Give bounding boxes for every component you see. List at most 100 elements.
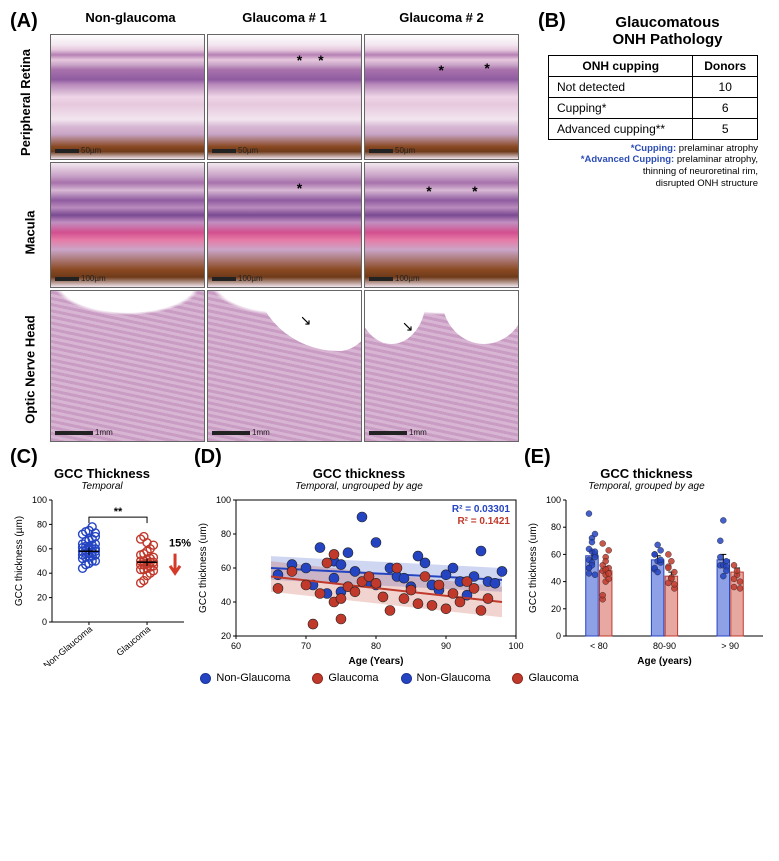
svg-text:40: 40 (551, 577, 561, 587)
footnote-text: prelaminar atrophy (676, 143, 758, 154)
svg-text:80: 80 (37, 519, 47, 529)
td: Advanced cupping** (549, 118, 693, 139)
panel-a-col-headers: Non-glaucoma Glaucoma # 1 Glaucoma # 2 (50, 10, 540, 28)
svg-text:Age (Years): Age (Years) (348, 656, 403, 666)
svg-text:R² = 0.03301: R² = 0.03301 (452, 504, 511, 515)
legend: Non-Glaucoma Glaucoma Non-Glaucoma Glauc… (10, 672, 769, 684)
legend-item: Non-Glaucoma (200, 672, 290, 684)
footnote-text: thinning of neuroretinal rim, (643, 166, 758, 177)
histology-image: 100µm (50, 162, 205, 288)
onh-table: ONH cupping Donors Not detected10 Cuppin… (548, 55, 758, 140)
td: 10 (693, 76, 758, 97)
histology-image: * 100µm (207, 162, 362, 288)
scale-label: 50µm (81, 146, 101, 155)
legend-label: Glaucoma (528, 672, 578, 684)
svg-text:70: 70 (301, 641, 311, 651)
svg-text:80: 80 (551, 522, 561, 532)
panel-e-letter: (E) (524, 446, 551, 469)
svg-text:100: 100 (508, 641, 523, 651)
td: Cupping* (549, 97, 693, 118)
title-line: Glaucomatous (615, 14, 719, 31)
col-header: Glaucoma # 1 (207, 10, 362, 28)
footnote-label: *Cupping: (631, 143, 676, 154)
svg-text:90: 90 (441, 641, 451, 651)
row-label: Macula (23, 210, 38, 254)
svg-text:100: 100 (546, 496, 561, 505)
svg-text:60: 60 (221, 563, 231, 573)
chart-c-svg: 0 20 40 60 80 100 GCC thickness (µm) Non-Glauco… (10, 496, 194, 666)
svg-text:GCC thickness (µm): GCC thickness (µm) (14, 516, 25, 606)
scale-label: 50µm (395, 146, 415, 155)
svg-text:20: 20 (551, 604, 561, 614)
panel-c: (C) GCC Thickness Temporal 020406080100G… (10, 450, 194, 666)
footnote-text: disrupted ONH structure (656, 178, 758, 189)
th: Donors (693, 55, 758, 76)
svg-text:Non-Glaucoma: Non-Glaucoma (41, 624, 94, 666)
svg-text:Age (years): Age (years) (637, 656, 691, 666)
legend-label: Non-Glaucoma (417, 672, 491, 684)
svg-text:**: ** (114, 506, 123, 518)
svg-text:Glaucoma: Glaucoma (114, 624, 152, 658)
histology-image: ↘ ↙ 1mm (364, 290, 519, 442)
svg-text:GCC thickness (um): GCC thickness (um) (528, 523, 539, 613)
scale-label: 1mm (95, 428, 113, 437)
scale-label: 100µm (395, 274, 420, 283)
panel-b-title: Glaucomatous ONH Pathology (566, 14, 769, 49)
scale-label: 100µm (81, 274, 106, 283)
panel-c-sub: Temporal (10, 481, 194, 492)
svg-text:15%: 15% (169, 537, 191, 549)
svg-text:80: 80 (371, 641, 381, 651)
svg-text:40: 40 (37, 568, 47, 578)
panel-e-title: GCC thickness (524, 466, 769, 481)
svg-text:20: 20 (221, 631, 231, 641)
svg-text:80-90: 80-90 (653, 641, 676, 651)
panel-d-letter: (D) (194, 446, 222, 469)
panel-a-letter: (A) (10, 10, 38, 33)
panel-d-title: GCC thickness (194, 466, 524, 481)
legend-label: Non-Glaucoma (216, 672, 290, 684)
panel-c-letter: (C) (10, 446, 38, 469)
panel-a-grid: 50µm ** 50µm ** 50µm 100µm * 100µm ** 10… (50, 34, 540, 442)
chart-d-svg: 2040608010060708090100GCC thickness (um)… (194, 496, 524, 666)
legend-dot-icon (312, 673, 323, 684)
svg-text:80: 80 (221, 529, 231, 539)
legend-dot-icon (512, 673, 523, 684)
svg-text:20: 20 (37, 593, 47, 603)
histology-image: 1mm (50, 290, 205, 442)
scale-label: 100µm (238, 274, 263, 283)
footnote-text: prelaminar atrophy, (674, 154, 758, 165)
panel-e: (E) GCC thickness Temporal, grouped by a… (524, 450, 769, 666)
td: Not detected (549, 76, 693, 97)
td: 6 (693, 97, 758, 118)
svg-text:60: 60 (231, 641, 241, 651)
scale-label: 50µm (238, 146, 258, 155)
svg-text:100: 100 (216, 496, 231, 505)
panel-e-sub: Temporal, grouped by age (524, 481, 769, 492)
th: ONH cupping (549, 55, 693, 76)
col-header: Non-glaucoma (56, 10, 205, 28)
panel-b-footnote: *Cupping: prelaminar atrophy *Advanced C… (548, 143, 758, 191)
legend-dot-icon (200, 673, 211, 684)
svg-text:< 80: < 80 (590, 641, 608, 651)
scale-label: 1mm (252, 428, 270, 437)
legend-item: Glaucoma (312, 672, 378, 684)
chart-e-svg: 0 20 40 60 80 100 GCC thickness (um) Age (years… (524, 496, 769, 666)
svg-text:0: 0 (42, 617, 47, 627)
svg-text:60: 60 (37, 544, 47, 554)
legend-dot-icon (401, 673, 412, 684)
legend-item: Non-Glaucoma (401, 672, 491, 684)
title-line: ONH Pathology (612, 31, 722, 48)
panel-d: (D) GCC thickness Temporal, ungrouped by… (194, 450, 524, 666)
svg-text:0: 0 (556, 631, 561, 641)
legend-item: Glaucoma (512, 672, 578, 684)
panel-a: (A) Non-glaucoma Glaucoma # 1 Glaucoma #… (10, 10, 540, 442)
histology-image: ↘ 1mm (207, 290, 362, 442)
svg-text:60: 60 (551, 549, 561, 559)
td: 5 (693, 118, 758, 139)
footnote-label: *Advanced Cupping: (581, 154, 674, 165)
legend-label: Glaucoma (328, 672, 378, 684)
svg-text:40: 40 (221, 597, 231, 607)
row-label: Peripheral Retina (18, 49, 33, 156)
svg-text:100: 100 (32, 496, 47, 505)
panel-b: (B) Glaucomatous ONH Pathology ONH cuppi… (540, 10, 769, 442)
